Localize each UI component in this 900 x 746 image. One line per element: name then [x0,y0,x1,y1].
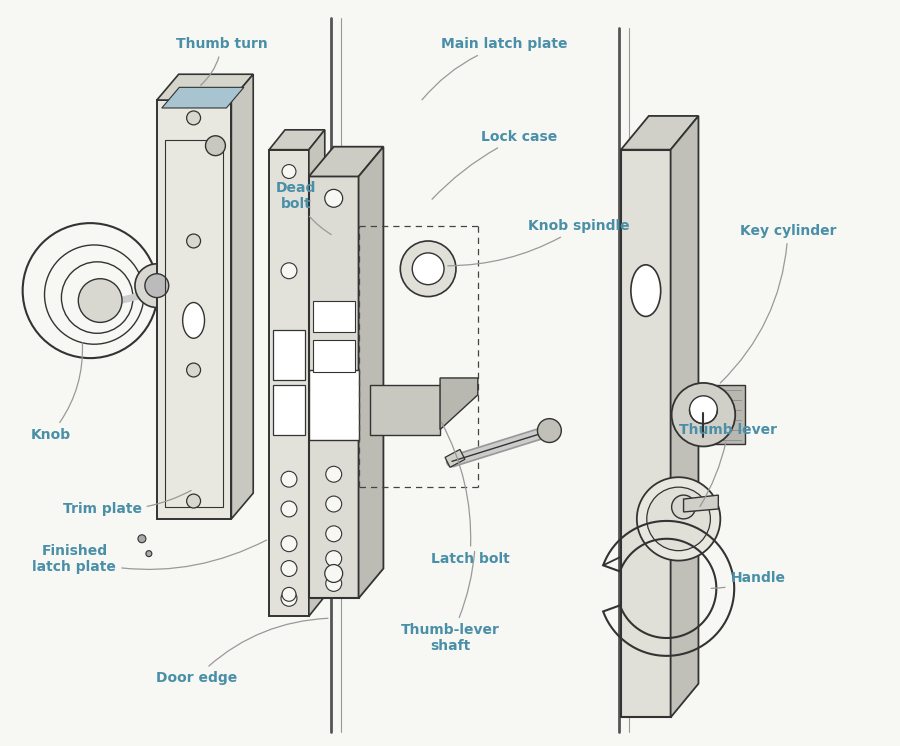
Circle shape [281,471,297,487]
Polygon shape [670,116,698,718]
Circle shape [325,565,343,583]
Polygon shape [313,340,355,372]
Polygon shape [621,150,670,718]
Text: Handle: Handle [711,571,786,589]
Circle shape [282,587,296,601]
Circle shape [186,234,201,248]
Text: Thumb-lever
shaft: Thumb-lever shaft [400,551,500,653]
Polygon shape [313,301,355,332]
Ellipse shape [631,265,661,316]
Text: Door edge: Door edge [156,618,328,685]
Polygon shape [157,100,231,519]
Polygon shape [273,385,305,434]
Polygon shape [309,147,383,177]
Circle shape [281,501,297,517]
Text: Thumb turn: Thumb turn [176,37,267,85]
Polygon shape [358,147,383,598]
Polygon shape [440,378,478,430]
Circle shape [325,189,343,207]
Text: Knob: Knob [31,343,83,442]
Circle shape [61,262,133,333]
Circle shape [671,495,696,519]
Circle shape [537,419,562,442]
Polygon shape [683,495,718,512]
Polygon shape [309,130,325,616]
Polygon shape [701,385,745,445]
Text: Key cylinder: Key cylinder [720,224,836,383]
Ellipse shape [183,303,204,338]
Circle shape [44,245,144,344]
Polygon shape [371,385,440,434]
Polygon shape [269,150,309,616]
Polygon shape [157,75,253,100]
Circle shape [186,363,201,377]
Circle shape [22,223,158,358]
Polygon shape [309,370,358,439]
Circle shape [78,279,122,322]
Text: Dead
bolt: Dead bolt [275,181,331,235]
Text: Main latch plate: Main latch plate [422,37,568,100]
Circle shape [282,165,296,178]
Circle shape [186,494,201,508]
Circle shape [689,396,717,424]
Polygon shape [273,330,305,380]
Text: Finished
latch plate: Finished latch plate [32,540,266,574]
Circle shape [186,111,201,125]
Circle shape [138,535,146,543]
Circle shape [326,496,342,512]
Circle shape [326,551,342,566]
Circle shape [281,590,297,606]
Circle shape [146,551,152,557]
Polygon shape [269,130,325,150]
Text: Thumb lever: Thumb lever [680,422,778,507]
Polygon shape [445,449,465,467]
Text: Latch bolt: Latch bolt [430,422,509,565]
Polygon shape [162,87,244,108]
Circle shape [647,487,710,551]
Circle shape [671,383,735,446]
Circle shape [145,274,168,298]
Circle shape [281,536,297,551]
Polygon shape [231,75,253,519]
Text: Trim plate: Trim plate [63,490,191,516]
Polygon shape [309,177,358,598]
Circle shape [400,241,456,297]
Circle shape [326,466,342,482]
Text: Knob spindle: Knob spindle [448,219,630,266]
Polygon shape [621,116,698,150]
Circle shape [412,253,444,285]
Circle shape [281,560,297,577]
Circle shape [205,136,225,156]
Text: Lock case: Lock case [432,130,558,199]
Circle shape [135,264,179,307]
Circle shape [637,477,720,560]
Circle shape [326,526,342,542]
Circle shape [281,263,297,279]
Circle shape [326,575,342,592]
